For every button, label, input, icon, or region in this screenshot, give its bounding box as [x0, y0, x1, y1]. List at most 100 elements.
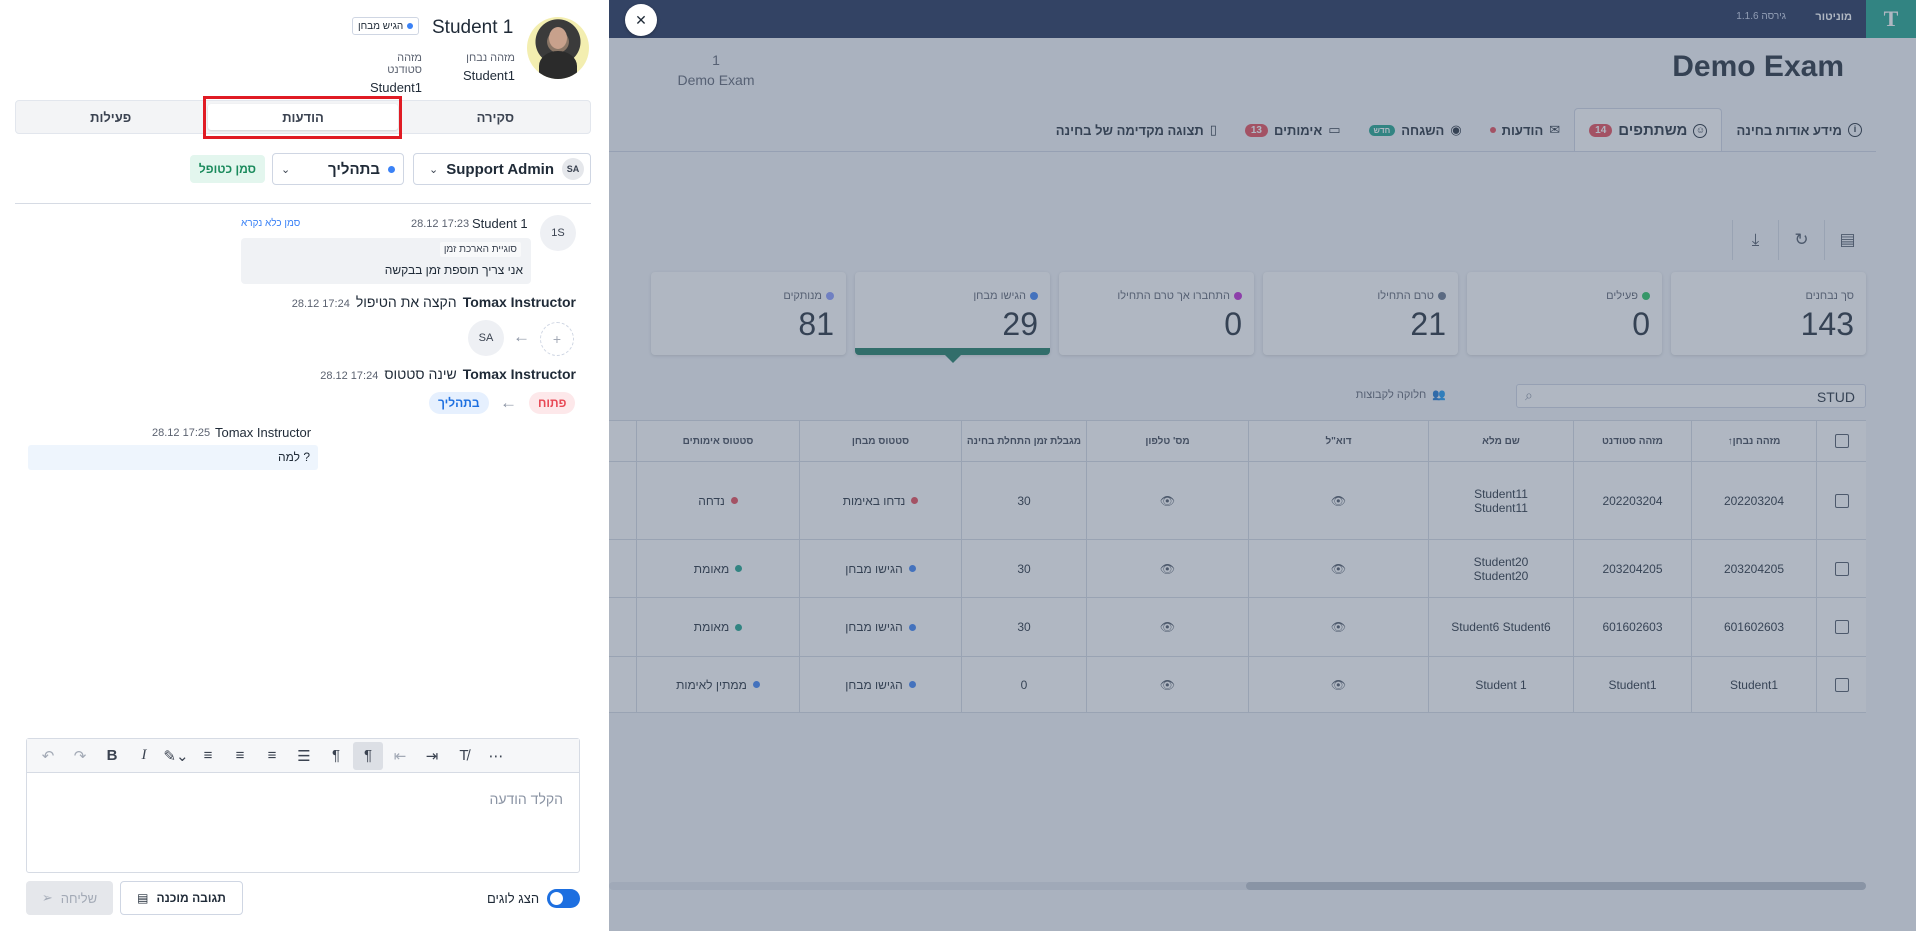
- card-label: מנותקים: [783, 290, 822, 302]
- align-right-icon[interactable]: ≡: [267, 747, 277, 764]
- tab-messages[interactable]: הודעות: [208, 104, 398, 130]
- file-icon: ▯: [1209, 122, 1217, 137]
- tab-activity[interactable]: פעילות: [90, 109, 132, 125]
- search-input[interactable]: STUD ⌕: [1516, 384, 1866, 408]
- message-author: Student 1: [472, 216, 528, 231]
- canned-reply-button[interactable]: תגובה מוכנה ▤: [120, 881, 243, 915]
- brand-name: מוניטור: [1815, 11, 1852, 23]
- assignee-select[interactable]: SA Support Admin ⌄: [413, 153, 591, 185]
- tab-overview[interactable]: סקירה: [476, 109, 515, 125]
- group-split-button[interactable]: 👥 חלוקה לקבוצות: [1356, 388, 1446, 402]
- col-time-limit[interactable]: מגבלת זמן התחלת בחינה: [961, 421, 1086, 461]
- redo-icon[interactable]: ↷: [73, 747, 87, 765]
- horizontal-scrollbar[interactable]: [609, 882, 1866, 890]
- email-eye-icon[interactable]: 👁: [1248, 657, 1428, 712]
- participants-table: ↑ מזהה נבחן מזהה סטודנט שם מלא דוא"ל מס' …: [576, 420, 1866, 713]
- align-left-icon[interactable]: ≡: [203, 747, 213, 764]
- status-dot: [1642, 292, 1650, 300]
- email-eye-icon[interactable]: 👁: [1248, 598, 1428, 656]
- email-eye-icon[interactable]: 👁: [1248, 462, 1428, 539]
- ltr-icon[interactable]: ¶: [331, 747, 341, 764]
- scrollbar-thumb[interactable]: [1246, 882, 1866, 890]
- export-icon[interactable]: ▤: [1824, 220, 1870, 260]
- rtl-icon[interactable]: ¶: [353, 741, 383, 770]
- status-dot: [1030, 292, 1038, 300]
- app-logo[interactable]: T: [1866, 0, 1916, 38]
- status-dot: [388, 165, 395, 173]
- clear-format-icon[interactable]: T̸: [459, 747, 469, 764]
- card-value: 29: [1002, 306, 1038, 342]
- tab-label: תצוגה מקדימה של בחינה: [1055, 122, 1204, 138]
- outdent-icon[interactable]: ⇤: [393, 747, 407, 765]
- search-value: STUD: [1816, 389, 1855, 405]
- tab-label: מידע אודות בחינה: [1736, 122, 1842, 138]
- row-checkbox[interactable]: [1816, 657, 1866, 712]
- stat-card-submitted[interactable]: הגישו מבחן 29: [855, 272, 1050, 363]
- select-all-checkbox[interactable]: [1816, 421, 1866, 461]
- highlight-box: [203, 96, 402, 139]
- toggle-switch[interactable]: [547, 889, 581, 908]
- card-value: 0: [1224, 306, 1242, 342]
- stat-card-disconnected[interactable]: מנותקים 81: [651, 272, 846, 355]
- italic-icon[interactable]: I: [141, 747, 147, 763]
- phone-eye-icon[interactable]: 👁: [1086, 598, 1248, 656]
- status-dot: [1234, 292, 1242, 300]
- card-value: 81: [798, 306, 834, 342]
- status-dot: [1438, 292, 1446, 300]
- table-row[interactable]: 202203204 202203204 Student11 Student11 …: [576, 462, 1866, 540]
- card-label: טרם התחילו: [1377, 290, 1434, 302]
- table-row[interactable]: Student1 Student1 Student 1 👁 👁 0 הגישו …: [576, 657, 1866, 713]
- table-row[interactable]: 203204205 203204205 Student20 Student20 …: [576, 540, 1866, 598]
- phone-eye-icon[interactable]: 👁: [1086, 657, 1248, 712]
- row-checkbox[interactable]: [1816, 598, 1866, 656]
- col-exam-status[interactable]: סטטוס מבחן: [799, 421, 961, 461]
- mark-unread-link[interactable]: סמן כלא נקרא: [241, 218, 301, 229]
- student-drawer: Student 1 הגיש מבחן מזהה נבחן Student1 מ…: [0, 0, 609, 931]
- tab-messages[interactable]: ✉ הודעות: [1476, 108, 1574, 152]
- row-checkbox[interactable]: [1816, 462, 1866, 539]
- reply-bubble: למה ?: [28, 445, 318, 470]
- stat-card-active[interactable]: פעילים 0: [1467, 272, 1662, 355]
- tab-label: אימותים: [1273, 122, 1323, 138]
- stat-card-total[interactable]: סך נבחנים 143: [1671, 272, 1866, 355]
- exam-count: 1: [712, 52, 720, 68]
- show-logs-toggle[interactable]: הצג לוגים: [487, 889, 581, 908]
- chevron-down-icon: ⌄: [281, 163, 291, 176]
- col-phone[interactable]: מס' טלפון: [1086, 421, 1248, 461]
- col-full-name[interactable]: שם מלא: [1428, 421, 1573, 461]
- tab-proctoring[interactable]: ◉ השגחה חדש: [1355, 108, 1476, 152]
- col-exam-id[interactable]: ↑ מזהה נבחן: [1691, 421, 1816, 461]
- tab-verifications[interactable]: ▭ אימותים 13: [1231, 108, 1355, 152]
- row-checkbox[interactable]: [1816, 540, 1866, 597]
- more-icon[interactable]: ⋯: [488, 747, 504, 765]
- refresh-icon[interactable]: ↻: [1778, 220, 1824, 260]
- highlight-icon[interactable]: ✎⌄: [163, 747, 189, 765]
- tab-exam-info[interactable]: i מידע אודות בחינה: [1722, 108, 1876, 152]
- chat-icon: ✉: [1549, 122, 1561, 137]
- student-id-block: מזהה סטודנט Student1: [369, 52, 422, 95]
- bold-icon[interactable]: B: [106, 747, 118, 764]
- phone-eye-icon[interactable]: 👁: [1086, 540, 1248, 597]
- col-verify-status[interactable]: סטטוס אימותים: [636, 421, 799, 461]
- col-email[interactable]: דוא"ל: [1248, 421, 1428, 461]
- close-icon[interactable]: ✕: [625, 4, 657, 36]
- status-select[interactable]: בתהליך ⌄: [272, 153, 404, 185]
- download-icon[interactable]: ⤓: [1732, 220, 1778, 260]
- mark-handled-button[interactable]: סמן כטופל: [190, 155, 265, 183]
- col-student-id[interactable]: מזהה סטודנט: [1573, 421, 1691, 461]
- info-icon: i: [1848, 123, 1862, 137]
- send-button[interactable]: שליחה ➢: [26, 881, 113, 915]
- stat-card-connected-not-started[interactable]: התחברו אך טרם התחילו 0: [1059, 272, 1254, 355]
- email-eye-icon[interactable]: 👁: [1248, 540, 1428, 597]
- undo-icon[interactable]: ↶: [41, 747, 55, 765]
- message-editor[interactable]: ↶ ↷ B I ✎⌄ ≡ ≡ ≡ ☰ ¶ ¶ ⇤ ⇥ T̸ ⋯ הקלד הוד…: [26, 738, 580, 873]
- table-row[interactable]: 601602603 601602603 Student6 Student6 👁 …: [576, 598, 1866, 657]
- phone-eye-icon[interactable]: 👁: [1086, 462, 1248, 539]
- indent-icon[interactable]: ⇥: [425, 747, 439, 765]
- tab-participants[interactable]: ☺ משתתפים 14: [1574, 108, 1723, 152]
- justify-icon[interactable]: ☰: [297, 747, 311, 765]
- align-center-icon[interactable]: ≡: [235, 747, 245, 764]
- tab-exam-preview[interactable]: ▯ תצוגה מקדימה של בחינה: [1042, 108, 1231, 152]
- card-label: סך נבחנים: [1805, 290, 1854, 302]
- stat-card-not-started[interactable]: טרם התחילו 21: [1263, 272, 1458, 355]
